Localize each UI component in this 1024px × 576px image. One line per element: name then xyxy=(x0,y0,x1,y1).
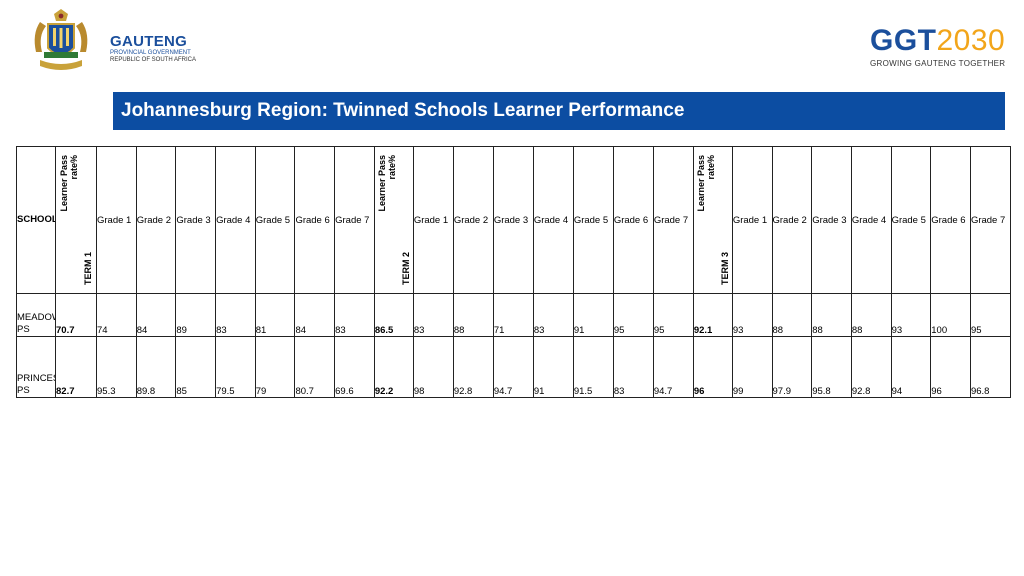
grade-value: 83 xyxy=(334,293,375,337)
grade-value: 83 xyxy=(215,293,256,337)
term-1-label: TERM 1 xyxy=(83,251,93,285)
t2-grade-6-header: Grade 6 xyxy=(612,146,654,294)
page-title-bar: Johannesburg Region: Twinned Schools Lea… xyxy=(113,92,1005,130)
term-1-rate-label: Learner Pass rate% xyxy=(59,155,79,212)
grade-value: 71 xyxy=(492,293,534,337)
grade-value: 88 xyxy=(771,293,813,337)
grade-value: 79 xyxy=(254,336,296,398)
grade-value: 83 xyxy=(532,293,574,337)
coat-of-arms-crest-icon xyxy=(34,9,88,70)
grade-value: 84 xyxy=(294,293,336,337)
ggt2030-wordmark: GGT2030 xyxy=(870,26,1010,56)
gauteng-name: GAUTENG xyxy=(110,33,188,50)
grade-value: 95 xyxy=(612,293,654,337)
grade-value: 92.8 xyxy=(452,336,494,398)
t3-grade-4-header: Grade 4 xyxy=(850,146,892,294)
table-row: PRINCESS PS 82.7 95.3 89.8 85 79.5 79 80… xyxy=(16,336,1011,398)
term-3-label: TERM 3 xyxy=(719,251,730,285)
t3-grade-2-header: Grade 2 xyxy=(771,146,813,294)
grade-value: 69.6 xyxy=(334,336,375,398)
t2-grade-5-header: Grade 5 xyxy=(572,146,614,294)
grade-value: 91 xyxy=(532,336,574,398)
term-2-header: Learner Pass rate% TERM 2 xyxy=(373,146,414,294)
grade-value: 96 xyxy=(930,336,971,398)
grade-value: 81 xyxy=(254,293,296,337)
grade-value: 96.8 xyxy=(969,336,1011,398)
grade-value: 74 xyxy=(96,293,137,337)
t1-grade-5-header: Grade 5 xyxy=(254,146,296,294)
grade-value: 91.5 xyxy=(572,336,614,398)
term-3-pass-rate: 92.1 xyxy=(692,293,733,337)
school-name: PRINCESS PS xyxy=(16,336,56,398)
term-1-header: Learner Pass rate% TERM 1 xyxy=(55,146,97,294)
t1-grade-7-header: Grade 7 xyxy=(334,146,375,294)
grade-value: 91 xyxy=(572,293,614,337)
gauteng-republic-line: REPUBLIC OF SOUTH AFRICA xyxy=(110,57,197,63)
t3-grade-5-header: Grade 5 xyxy=(890,146,932,294)
year-2030-text: 2030 xyxy=(936,24,1006,57)
school-name: MEADOWLANDS PS xyxy=(16,293,56,337)
grade-value: 97.9 xyxy=(771,336,813,398)
grade-value: 95 xyxy=(652,293,694,337)
grade-value: 89.8 xyxy=(135,336,177,398)
page-title: Johannesburg Region: Twinned Schools Lea… xyxy=(121,100,685,121)
t3-grade-1-header: Grade 1 xyxy=(731,146,773,294)
term-2-rate-label: Learner Pass rate% xyxy=(376,155,397,212)
grade-value: 83 xyxy=(412,293,454,337)
table-row: MEADOWLANDS PS 70.7 74 84 89 83 81 84 83… xyxy=(16,293,1011,337)
grade-value: 84 xyxy=(135,293,177,337)
term-2-pass-rate: 86.5 xyxy=(373,293,414,337)
grade-value: 93 xyxy=(890,293,932,337)
t1-grade-3-header: Grade 3 xyxy=(175,146,217,294)
school-header: SCHOOL xyxy=(16,146,56,294)
term-3-rate-label: Learner Pass rate% xyxy=(695,155,716,212)
term-2-pass-rate: 92.2 xyxy=(373,336,414,398)
term-2-label: TERM 2 xyxy=(400,251,411,285)
grade-value: 80.7 xyxy=(294,336,336,398)
ggt-tagline: GROWING GAUTENG TOGETHER xyxy=(870,59,1006,68)
grade-value: 88 xyxy=(452,293,494,337)
grade-value: 93 xyxy=(731,293,773,337)
t1-grade-4-header: Grade 4 xyxy=(215,146,256,294)
grade-value: 94 xyxy=(890,336,932,398)
grade-value: 79.5 xyxy=(215,336,256,398)
grade-value: 95 xyxy=(969,293,1011,337)
t2-grade-2-header: Grade 2 xyxy=(452,146,494,294)
grade-value: 99 xyxy=(731,336,773,398)
grade-value: 85 xyxy=(175,336,217,398)
grade-value: 98 xyxy=(412,336,454,398)
t2-grade-3-header: Grade 3 xyxy=(492,146,534,294)
grade-value: 83 xyxy=(612,336,654,398)
grade-value: 95.3 xyxy=(96,336,137,398)
gauteng-logo: GAUTENG PROVINCIAL GOVERNMENT REPUBLIC O… xyxy=(18,8,208,76)
t2-grade-1-header: Grade 1 xyxy=(412,146,454,294)
term-3-pass-rate: 96 xyxy=(692,336,733,398)
term-1-pass-rate: 70.7 xyxy=(55,293,97,337)
grade-value: 88 xyxy=(850,293,892,337)
t3-grade-7-header: Grade 7 xyxy=(969,146,1011,294)
gauteng-wordmark: GAUTENG PROVINCIAL GOVERNMENT REPUBLIC O… xyxy=(110,34,196,64)
term-1-pass-rate: 82.7 xyxy=(55,336,97,398)
term-3-header: Learner Pass rate% TERM 3 xyxy=(692,146,733,294)
performance-table: SCHOOL Learner Pass rate% TERM 1 Grade 1 … xyxy=(16,146,1011,398)
grade-value: 92.8 xyxy=(850,336,892,398)
t1-grade-2-header: Grade 2 xyxy=(135,146,177,294)
gauteng-provincial-line: PROVINCIAL GOVERNMENT xyxy=(110,50,191,56)
grade-value: 95.8 xyxy=(811,336,852,398)
t2-grade-7-header: Grade 7 xyxy=(652,146,694,294)
grade-value: 89 xyxy=(175,293,217,337)
t2-grade-4-header: Grade 4 xyxy=(532,146,574,294)
t1-grade-6-header: Grade 6 xyxy=(294,146,336,294)
grade-value: 100 xyxy=(930,293,971,337)
grade-value: 88 xyxy=(811,293,852,337)
table-header-row: SCHOOL Learner Pass rate% TERM 1 Grade 1 … xyxy=(16,146,1011,294)
grade-value: 94.7 xyxy=(652,336,694,398)
t3-grade-6-header: Grade 6 xyxy=(930,146,971,294)
grade-value: 94.7 xyxy=(492,336,534,398)
ggt-text: GGT xyxy=(870,24,937,57)
t1-grade-1-header: Grade 1 xyxy=(96,146,137,294)
ggt2030-logo: GGT2030 GROWING GAUTENG TOGETHER xyxy=(870,26,1010,72)
t3-grade-3-header: Grade 3 xyxy=(811,146,852,294)
